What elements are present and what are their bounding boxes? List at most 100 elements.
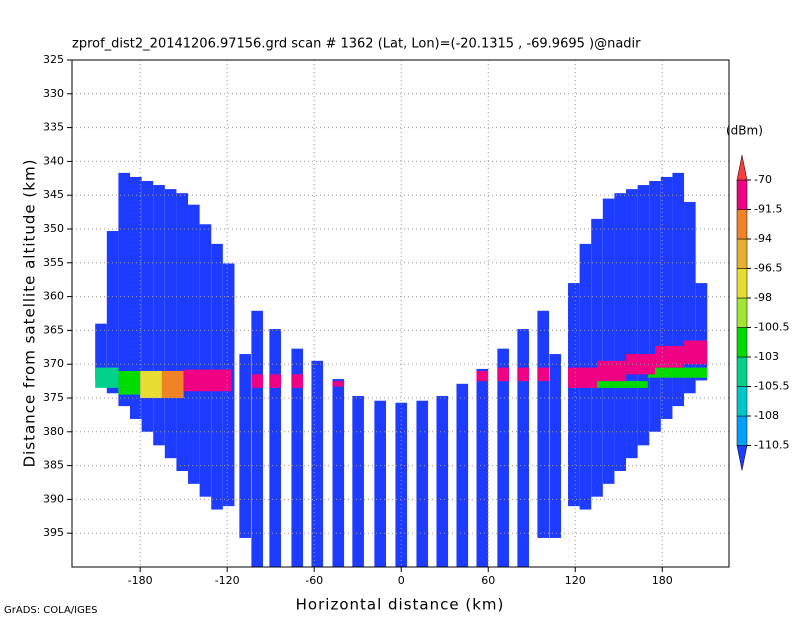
y-tick-label: 355 (43, 256, 64, 269)
y-tick-label: 390 (43, 492, 64, 505)
echo-band (269, 374, 281, 388)
scan-column (199, 224, 212, 497)
scan-column (153, 185, 165, 446)
x-tick-label: -60 (305, 574, 323, 587)
colorbar-segment (736, 386, 748, 417)
scan-column (456, 383, 469, 567)
x-axis-label: Horizontal distance (km) (296, 596, 505, 614)
scan-column (188, 204, 200, 484)
y-tick-label: 350 (43, 222, 64, 235)
scan-column (130, 176, 142, 419)
colorbar-segment (736, 297, 748, 328)
scan-column (106, 231, 119, 394)
echo-band (655, 345, 685, 368)
echo-band (332, 381, 345, 387)
scan-column (95, 323, 107, 381)
echo-band (140, 370, 162, 398)
scan-column (416, 400, 429, 567)
scan-column (164, 189, 177, 459)
y-tick-label: 360 (43, 290, 64, 303)
scan-column (332, 379, 345, 567)
scan-column (517, 329, 529, 567)
scan-column (118, 172, 131, 407)
colorbar-tick-label: -103 (754, 350, 779, 363)
scan-column (352, 395, 364, 567)
colorbar-tick-label: -98 (754, 291, 772, 304)
echo-band (597, 360, 627, 382)
colorbar-segment (736, 268, 748, 299)
colorbar-tick-label: -96.5 (754, 262, 782, 275)
scan-column (549, 354, 562, 538)
scan-column (602, 198, 615, 484)
colorbar-tick-label: -105.5 (754, 380, 789, 393)
scan-column (251, 310, 264, 567)
y-tick-label: 340 (43, 154, 64, 167)
echo-band (537, 367, 550, 382)
scan-column (436, 395, 449, 567)
echo-band (95, 367, 119, 388)
scan-column (660, 176, 673, 419)
colorbar-segment (736, 179, 748, 210)
scan-column (672, 172, 685, 407)
x-tick-label: 120 (565, 574, 586, 587)
footer: GrADS: COLA/IGES (4, 605, 98, 616)
scan-column (614, 193, 627, 472)
y-axis-label: Distance from satellite altitude (km) (21, 159, 39, 468)
scan-column (374, 400, 386, 567)
x-tick-label: 0 (398, 574, 405, 587)
colorbar-segment (736, 238, 748, 269)
x-tick-label: 60 (481, 574, 495, 587)
x-tick-label: -180 (128, 574, 153, 587)
echo-band (118, 370, 141, 395)
scan-column (637, 185, 650, 446)
colorbar-triangle (736, 445, 748, 471)
echo-band (647, 367, 708, 378)
colorbar-tick-label: -94 (754, 232, 772, 245)
echo-band (291, 374, 304, 388)
scan-column (497, 348, 509, 567)
scan-column (476, 368, 489, 567)
y-tick-label: 365 (43, 323, 64, 336)
scan-column (684, 201, 696, 394)
echo-band (161, 370, 184, 398)
echo-band (589, 381, 648, 388)
scan-column (649, 181, 661, 432)
scan-column (291, 348, 304, 567)
scan-column (239, 354, 251, 538)
colorbar-segment (736, 209, 748, 240)
echo-band (517, 367, 529, 382)
x-tick-label: 180 (652, 574, 673, 587)
y-tick-label: 370 (43, 357, 64, 370)
y-tick-label: 375 (43, 391, 64, 404)
scan-column (695, 283, 708, 381)
echo-band (684, 340, 708, 365)
chart-title: zprof_dist2_20141206.97156.grd scan # 13… (72, 37, 641, 52)
scan-column (311, 360, 324, 567)
scan-column (591, 218, 603, 497)
y-tick-label: 395 (43, 526, 64, 539)
colorbar-tick-label: -110.5 (754, 439, 789, 452)
echo-band (251, 374, 264, 388)
echo-band (476, 370, 489, 382)
colorbar-segment (736, 356, 748, 387)
scan-column (626, 189, 638, 459)
x-tick-label: -120 (215, 574, 240, 587)
scan-column (568, 283, 580, 507)
scan-column (176, 193, 189, 472)
colorbar-tick-label: -70 (754, 173, 772, 186)
scan-column (537, 310, 550, 538)
echo-band (497, 367, 509, 382)
colorbar-segment (736, 327, 748, 358)
colorbar-tick-label: -108 (754, 409, 779, 422)
scan-column (141, 181, 154, 432)
colorbar-triangle (736, 154, 748, 181)
y-tick-label: 380 (43, 425, 64, 438)
y-tick-label: 330 (43, 87, 64, 100)
scan-column (269, 329, 281, 567)
colorbar-tick-label: -100.5 (754, 321, 789, 334)
echo-band (183, 369, 232, 392)
y-tick-label: 335 (43, 121, 64, 134)
colorbar-segment (736, 415, 748, 446)
